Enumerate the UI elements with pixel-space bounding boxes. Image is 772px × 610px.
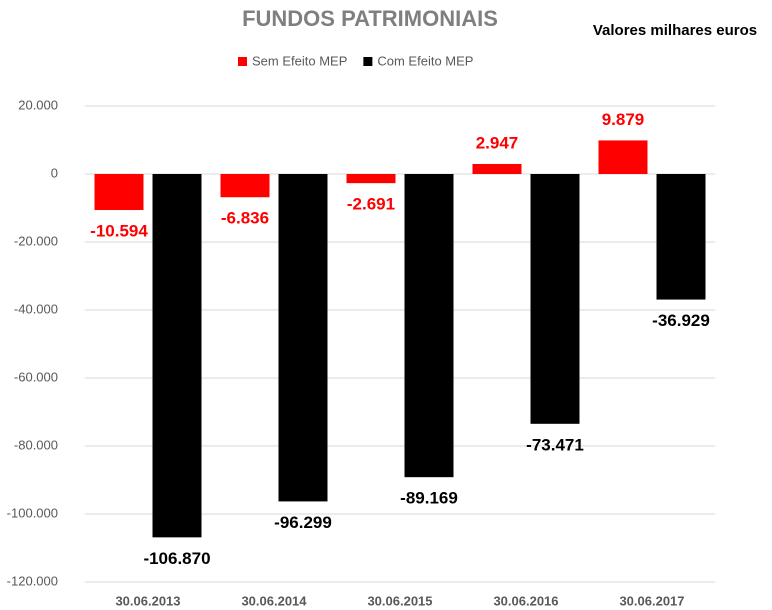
y-tick-label: -120.000: [7, 573, 58, 588]
x-tick-label: 30.06.2016: [493, 593, 558, 608]
x-tick-label: 30.06.2013: [115, 593, 180, 608]
x-tick-label: 30.06.2017: [619, 593, 684, 608]
legend-swatch: [238, 57, 247, 66]
y-tick-label: 20.000: [18, 97, 58, 112]
chart-subtitle: Valores milhares euros: [593, 22, 757, 39]
x-tick-label: 30.06.2015: [367, 593, 432, 608]
data-label: -10.594: [90, 222, 148, 241]
bar: [472, 163, 522, 174]
data-label: 2.947: [476, 133, 519, 152]
data-label: -89.169: [400, 489, 458, 508]
data-label: -6.836: [221, 209, 269, 228]
bar: [278, 174, 328, 502]
y-tick-label: -100.000: [7, 505, 58, 520]
legend-swatch: [363, 57, 373, 66]
y-tick-label: -60.000: [14, 369, 58, 384]
data-label: -96.299: [274, 513, 332, 532]
x-tick-label: 30.06.2014: [241, 593, 307, 608]
bar: [530, 174, 580, 424]
data-label: 9.879: [602, 110, 645, 129]
chart-title: FUNDOS PATRIMONIAIS: [242, 6, 498, 31]
y-tick-label: -20.000: [14, 233, 58, 248]
data-label: -106.870: [143, 549, 210, 568]
bar: [220, 174, 270, 198]
bar: [152, 174, 202, 538]
data-label: -36.929: [652, 311, 710, 330]
y-tick-label: -80.000: [14, 437, 58, 452]
bar: [404, 174, 454, 478]
bar: [598, 140, 648, 174]
y-tick-label: -40.000: [14, 301, 58, 316]
legend-label: Com Efeito MEP: [377, 53, 473, 68]
data-label: -2.691: [347, 195, 395, 214]
bar: [346, 174, 396, 184]
data-label: -73.471: [526, 435, 584, 454]
y-tick-label: 0: [51, 165, 58, 180]
legend-label: Sem Efeito MEP: [252, 53, 347, 68]
bar: [656, 174, 706, 300]
bar: [94, 174, 144, 211]
